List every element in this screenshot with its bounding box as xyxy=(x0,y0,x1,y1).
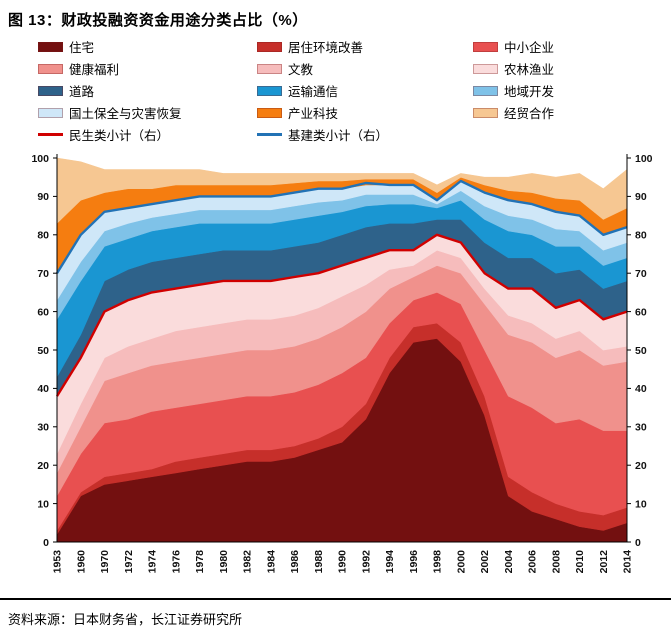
legend-label: 国土保全与灾害恢复 xyxy=(69,107,182,121)
legend-item-nonglinyuye: 农林渔业 xyxy=(473,61,665,77)
legend-color-swatch xyxy=(473,41,498,52)
y-tick-label-right: 100 xyxy=(635,153,653,165)
x-tick-label: 1960 xyxy=(75,550,87,574)
legend-item-jijianxiaoji: 基建类小计（右） xyxy=(257,127,469,143)
legend-line-swatch xyxy=(38,133,63,136)
x-tick-label: 1982 xyxy=(242,550,254,574)
legend-item-wenjiao: 文教 xyxy=(257,61,469,77)
legend-color-swatch xyxy=(257,107,282,118)
legend-item-minshengxiaoji: 民生类小计（右） xyxy=(38,127,253,143)
legend-color-swatch xyxy=(38,63,63,74)
y-tick-label-right: 30 xyxy=(635,422,647,434)
x-tick-label: 2010 xyxy=(574,550,586,574)
legend-label: 基建类小计（右） xyxy=(288,129,389,143)
x-tick-label: 1953 xyxy=(52,550,64,574)
legend-color-swatch xyxy=(473,85,498,96)
x-tick-label: 1984 xyxy=(265,550,277,574)
legend-label: 健康福利 xyxy=(69,63,120,77)
chart-area: 0 0 10 10 20 20 30 30 40 40 50 50 60 60 70 70 80 80 90 90 10… xyxy=(0,144,671,596)
x-tick-label: 2014 xyxy=(622,550,634,574)
x-tick-label: 1996 xyxy=(408,550,420,574)
legend-color-swatch xyxy=(38,107,63,118)
line-minshengxiaoji xyxy=(55,233,628,397)
y-tick-label-left: 20 xyxy=(37,460,49,472)
stacked-area-chart: 0 0 10 10 20 20 30 30 40 40 50 50 60 60 70 70 80 80 90 90 10… xyxy=(31,153,653,574)
y-tick-label-right: 60 xyxy=(635,306,647,318)
x-tick-label: 1988 xyxy=(313,550,325,574)
legend-label: 民生类小计（右） xyxy=(69,129,170,143)
y-tick-label-right: 80 xyxy=(635,230,647,242)
legend-color-swatch xyxy=(257,85,282,96)
x-tick-label: 2000 xyxy=(455,550,467,574)
x-tick-label: 1980 xyxy=(218,550,230,574)
x-tick-label: 1978 xyxy=(194,550,206,574)
legend-item-jingmaohezuo: 经贸合作 xyxy=(473,105,665,121)
y-tick-label-left: 60 xyxy=(37,306,49,318)
y-tick-label-left: 30 xyxy=(37,422,49,434)
y-tick-label-right: 10 xyxy=(635,498,647,510)
y-tick-label-left: 40 xyxy=(37,383,49,395)
legend-label: 农林渔业 xyxy=(504,63,555,77)
x-tick-label: 1970 xyxy=(99,550,111,574)
x-tick-label: 2012 xyxy=(598,550,610,574)
x-tick-label: 1976 xyxy=(170,550,182,574)
y-tick-label-right: 90 xyxy=(635,191,647,203)
legend-color-swatch xyxy=(38,41,63,52)
x-tick-label: 2002 xyxy=(479,550,491,574)
legend-label: 道路 xyxy=(69,85,95,99)
x-tick-label: 1990 xyxy=(337,550,349,574)
y-tick-label-left: 90 xyxy=(37,191,49,203)
legend-item-yunshutongxin: 运输通信 xyxy=(257,83,469,99)
legend-item-zhuzhai: 住宅 xyxy=(38,39,253,55)
legend-label: 产业科技 xyxy=(288,107,339,121)
y-tick-label-left: 100 xyxy=(31,153,49,165)
legend-item-juzhuhuanjing: 居住环境改善 xyxy=(257,39,469,55)
y-tick-label-left: 70 xyxy=(37,268,49,280)
y-tick-label-left: 10 xyxy=(37,498,49,510)
legend-item-zhongxiaoqiye: 中小企业 xyxy=(473,39,665,55)
y-tick-label-right: 70 xyxy=(635,268,647,280)
legend-color-swatch xyxy=(257,41,282,52)
y-tick-label-right: 0 xyxy=(635,537,641,549)
legend-color-swatch xyxy=(473,63,498,74)
legend-label: 中小企业 xyxy=(504,41,555,55)
legend-item-diyukaifa: 地域开发 xyxy=(473,83,665,99)
legend-label: 地域开发 xyxy=(504,85,555,99)
x-tick-label: 1972 xyxy=(123,550,135,574)
legend-label: 住宅 xyxy=(69,41,95,55)
chart-legend: 住宅 居住环境改善 中小企业健康福利 文教 农林渔业道路 运输通信 地域开发国土保全与灾害恢… xyxy=(0,32,671,144)
x-tick-label: 1998 xyxy=(432,550,444,574)
legend-item-guotubaoquan: 国土保全与灾害恢复 xyxy=(38,105,253,121)
x-tick-label: 2004 xyxy=(503,550,515,574)
legend-color-swatch xyxy=(473,107,498,118)
source-row: 资料来源：日本财务省，长江证券研究所 xyxy=(0,598,671,629)
x-tick-label: 2008 xyxy=(550,550,562,574)
legend-item-chanyekeji: 产业科技 xyxy=(257,105,469,121)
legend-line-swatch xyxy=(257,133,282,136)
y-tick-label-right: 20 xyxy=(635,460,647,472)
y-tick-label-right: 40 xyxy=(635,383,647,395)
legend-label: 文教 xyxy=(288,63,314,77)
y-tick-label-left: 80 xyxy=(37,230,49,242)
x-tick-label: 1986 xyxy=(289,550,301,574)
legend-label: 居住环境改善 xyxy=(288,41,364,55)
legend-color-swatch xyxy=(257,63,282,74)
source-note: 资料来源：日本财务省，长江证券研究所 xyxy=(8,612,243,627)
y-tick-label-right: 50 xyxy=(635,345,647,357)
x-tick-label: 2006 xyxy=(527,550,539,574)
x-tick-label: 1994 xyxy=(384,550,396,574)
x-tick-label: 1974 xyxy=(147,550,159,574)
legend-label: 运输通信 xyxy=(288,85,339,99)
legend-item-jiankangfuli: 健康福利 xyxy=(38,61,253,77)
figure-title: 图 13：财政投融资资金用途分类占比（%） xyxy=(8,12,308,29)
x-tick-label: 1992 xyxy=(360,550,372,574)
line-jijianxiaoji xyxy=(55,179,628,274)
y-tick-label-left: 50 xyxy=(37,345,49,357)
legend-item-daolu: 道路 xyxy=(38,83,253,99)
legend-label: 经贸合作 xyxy=(504,107,555,121)
legend-color-swatch xyxy=(38,85,63,96)
y-tick-label-left: 0 xyxy=(43,537,49,549)
